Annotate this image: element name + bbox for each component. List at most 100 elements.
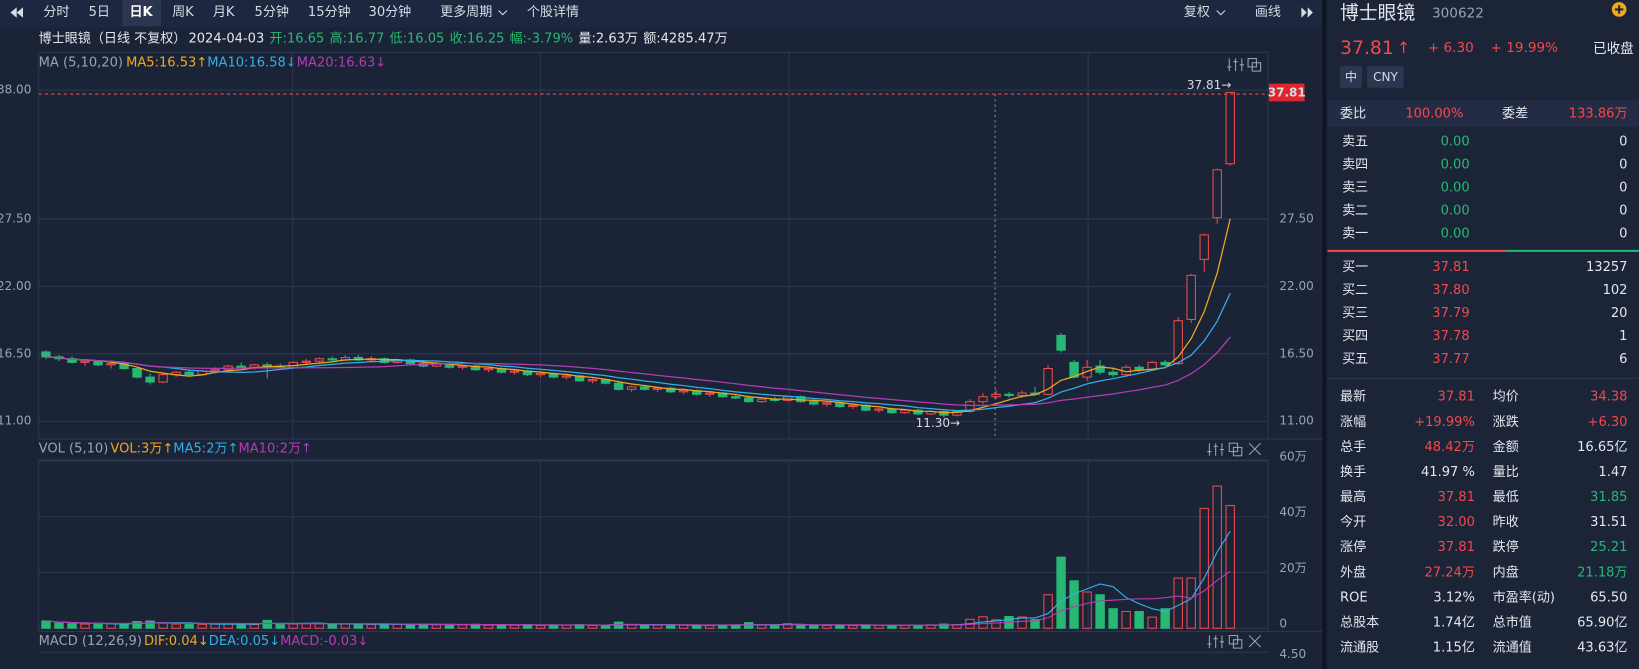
candle-body — [665, 387, 676, 393]
period-tab[interactable]: 5日 — [89, 5, 110, 20]
plot: 38.00 27.50 27.50 22.00 22.00 16.50 16.50 11.00… — [0, 52, 1314, 661]
volume-bar — [145, 620, 155, 629]
candle-body — [900, 409, 910, 414]
period-tab[interactable]: 5分钟 — [255, 4, 289, 20]
active-period — [122, 0, 161, 27]
volume-bar — [275, 623, 285, 629]
book-price: 37.77 — [1432, 352, 1469, 367]
info-line: 博士眼镜（日线 不复权） 2024-04-03 开:16.65 高:16.77 低:16… — [39, 30, 728, 46]
candle-body — [1004, 393, 1014, 397]
ma-line — [45, 292, 1231, 412]
stat-value: 41.97 % — [1421, 465, 1475, 480]
stat-label: 流通股 — [1340, 641, 1379, 656]
period-tab[interactable]: 月K — [213, 5, 235, 20]
legend-item: DIF:0.04↓ — [144, 633, 209, 648]
toolbar-button[interactable]: 复权 — [1184, 4, 1210, 20]
candle-body — [1212, 169, 1222, 219]
period-tab[interactable]: 15分钟 — [308, 4, 351, 20]
candle-body — [613, 382, 624, 390]
nav-right[interactable] — [1301, 7, 1313, 18]
ratio-label: 委比 — [1340, 106, 1366, 121]
legend-item: VOL:3万↑ — [110, 441, 173, 456]
toolbar-button[interactable]: 画线 — [1255, 5, 1281, 20]
volume-bar — [1186, 577, 1196, 629]
info-item: 高:16.77 — [330, 30, 385, 46]
candle-body — [509, 370, 520, 373]
add-icon — [1614, 5, 1624, 14]
legend-item: MA5:16.53↑ — [126, 55, 207, 70]
stat-label: 最高 — [1340, 489, 1366, 505]
book-level: 卖二 — [1342, 204, 1368, 219]
candle-body — [952, 410, 962, 416]
period-tab[interactable]: 分时 — [43, 5, 69, 20]
volume-bar — [639, 624, 650, 629]
candle-body — [1056, 334, 1066, 351]
volume-bar — [93, 623, 103, 629]
tag: CNY — [1373, 70, 1398, 84]
candle-body — [744, 397, 754, 403]
vol-panel — [38, 459, 1269, 632]
volume-bar — [1108, 608, 1118, 629]
stat-label: 总手 — [1340, 440, 1366, 455]
book-level: 买一 — [1342, 260, 1368, 275]
volume-bar — [1225, 505, 1235, 629]
y-tick-label: 22.00 — [0, 279, 31, 293]
volume-bar — [236, 623, 246, 629]
stock-name: 博士眼镜 — [1340, 2, 1415, 24]
period-tab[interactable]: 周K — [172, 5, 194, 20]
pct: + 19.99% — [1491, 40, 1559, 56]
y-tick-label: 20万 — [1279, 561, 1306, 575]
candle-body — [991, 393, 1001, 398]
book-level: 卖四 — [1342, 158, 1368, 173]
book-price: 0.00 — [1441, 158, 1470, 173]
book-level: 卖三 — [1342, 181, 1368, 196]
book-volume: 102 — [1603, 283, 1628, 298]
low-label: 11.30→ — [916, 416, 960, 430]
volume-bar — [887, 624, 897, 629]
book-level: 卖五 — [1342, 135, 1368, 150]
volume-bar — [54, 622, 64, 629]
panel-icons[interactable] — [1207, 58, 1262, 649]
volume-bar — [80, 623, 90, 629]
candle-body — [262, 364, 272, 367]
candle-body — [757, 398, 767, 403]
candle-body — [561, 375, 572, 378]
volume-bar — [1160, 608, 1170, 629]
candle-body — [379, 358, 390, 363]
candle-body — [80, 360, 90, 363]
stat-label: 涨幅 — [1340, 415, 1366, 430]
period-tab[interactable]: 更多周期 — [440, 4, 492, 20]
period-tab[interactable]: 30分钟 — [369, 4, 412, 20]
vol-ma-line — [45, 570, 1231, 626]
toolbar — [0, 0, 1323, 28]
y-tick-label: 27.50 — [0, 211, 31, 225]
legend-title: MA (5,10,20) — [39, 55, 123, 70]
volume-bar — [1212, 485, 1222, 629]
candle-body — [457, 365, 468, 368]
y-tick-label: 27.50 — [1279, 211, 1313, 225]
stat-value: 1.15亿 — [1433, 641, 1475, 656]
candle-body — [874, 408, 884, 411]
candle-body — [1134, 366, 1144, 371]
candle-body — [887, 408, 897, 414]
candle-body — [535, 372, 546, 376]
period-tab[interactable]: 个股详情 — [527, 5, 579, 20]
ma-line — [45, 218, 1231, 414]
y-tick-label: 16.50 — [0, 346, 31, 360]
candle-body — [835, 402, 845, 408]
y-tick-label: 16.50 — [1279, 346, 1313, 360]
candle-body — [639, 386, 650, 390]
stat-label: 市盈率(动) — [1493, 589, 1555, 605]
legend-title: VOL (5,10) — [39, 441, 109, 456]
period-tab[interactable]: 日K — [130, 5, 154, 20]
toolbar-items: 分时 5日 日K 周K 月K 5分钟 15分钟 30分钟 更多周期 个股详情 复权 画线 — [43, 4, 1281, 20]
candle-body — [626, 386, 637, 390]
legend-item: MA10:2万↑ — [238, 441, 311, 456]
candle-body — [106, 363, 116, 366]
stat-label: 换手 — [1340, 465, 1366, 480]
legend-item: MA5:2万↑ — [173, 441, 238, 456]
candle-body — [809, 401, 819, 405]
nav-left[interactable] — [10, 7, 23, 18]
volume-bar — [783, 623, 793, 629]
